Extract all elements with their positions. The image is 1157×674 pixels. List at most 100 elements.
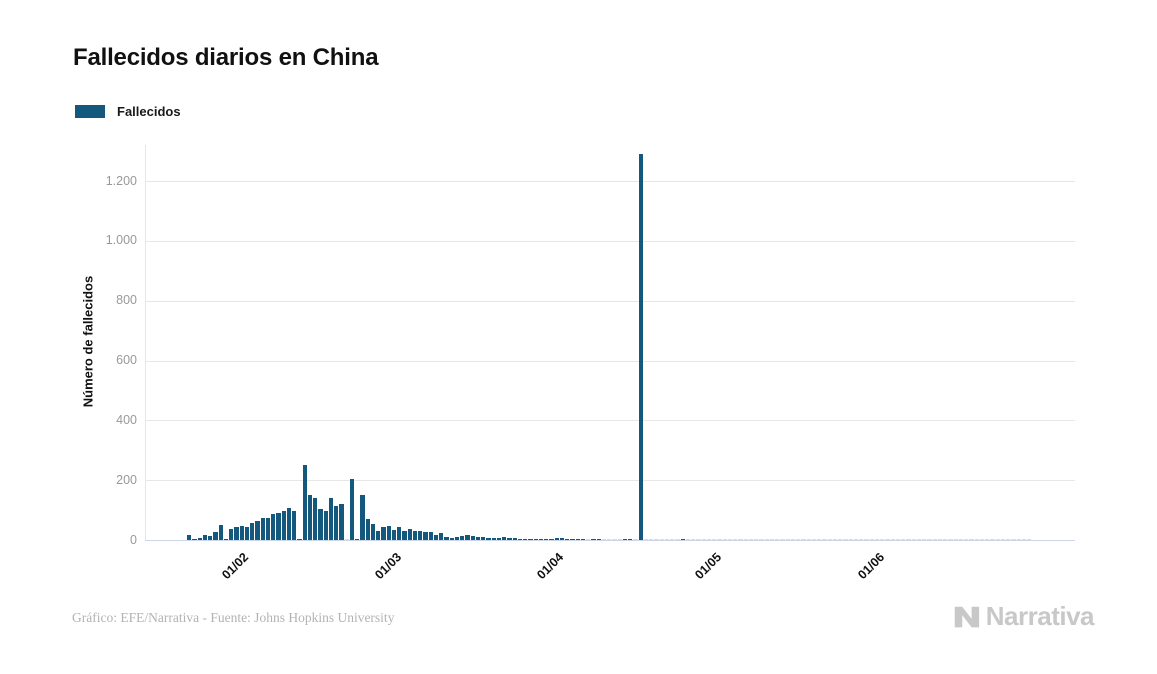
- zero-bar[interactable]: [1006, 538, 1011, 540]
- zero-bar[interactable]: [958, 538, 964, 540]
- zero-bar[interactable]: [911, 538, 916, 540]
- bar[interactable]: [386, 525, 391, 540]
- bar[interactable]: [213, 532, 218, 540]
- zero-bar[interactable]: [990, 538, 995, 540]
- zero-bar[interactable]: [817, 538, 822, 540]
- bar[interactable]: [192, 539, 197, 540]
- zero-bar[interactable]: [827, 538, 832, 540]
- bar[interactable]: [250, 522, 255, 540]
- zero-bar[interactable]: [922, 538, 927, 540]
- zero-bar[interactable]: [995, 538, 1000, 540]
- zero-bar[interactable]: [754, 538, 759, 540]
- bar[interactable]: [491, 537, 496, 540]
- zero-bar[interactable]: [607, 538, 612, 540]
- zero-bar[interactable]: [1016, 538, 1021, 540]
- zero-bar[interactable]: [717, 538, 722, 540]
- zero-bar[interactable]: [649, 538, 654, 540]
- zero-bar[interactable]: [344, 538, 349, 540]
- zero-bar[interactable]: [617, 538, 622, 540]
- zero-bar[interactable]: [764, 538, 769, 540]
- zero-bar[interactable]: [601, 538, 607, 540]
- bar[interactable]: [349, 478, 355, 540]
- bar[interactable]: [265, 518, 271, 540]
- bar[interactable]: [208, 535, 213, 540]
- zero-bar[interactable]: [790, 538, 796, 540]
- zero-bar[interactable]: [927, 538, 932, 540]
- zero-bar[interactable]: [890, 538, 895, 540]
- bar[interactable]: [402, 530, 407, 540]
- bar[interactable]: [297, 538, 302, 540]
- bar[interactable]: [628, 539, 633, 540]
- zero-bar[interactable]: [832, 538, 838, 540]
- bar[interactable]: [423, 531, 428, 540]
- zero-bar[interactable]: [780, 538, 785, 540]
- zero-bar[interactable]: [822, 538, 827, 540]
- bar[interactable]: [638, 154, 643, 540]
- bar[interactable]: [496, 538, 502, 540]
- zero-bar[interactable]: [869, 538, 874, 540]
- zero-bar[interactable]: [727, 538, 733, 540]
- zero-bar[interactable]: [586, 538, 591, 540]
- bar[interactable]: [412, 530, 418, 540]
- bar[interactable]: [302, 464, 307, 540]
- zero-bar[interactable]: [691, 538, 696, 540]
- zero-bar[interactable]: [785, 538, 790, 540]
- zero-bar[interactable]: [664, 538, 670, 540]
- bar[interactable]: [512, 537, 517, 540]
- zero-bar[interactable]: [759, 538, 764, 540]
- zero-bar[interactable]: [712, 538, 717, 540]
- bar[interactable]: [276, 513, 281, 540]
- bar[interactable]: [470, 535, 475, 540]
- zero-bar[interactable]: [1027, 538, 1032, 540]
- bar[interactable]: [460, 536, 465, 540]
- zero-bar[interactable]: [848, 538, 853, 540]
- zero-bar[interactable]: [880, 538, 885, 540]
- zero-bar[interactable]: [722, 538, 727, 540]
- bar[interactable]: [502, 537, 507, 540]
- bar[interactable]: [449, 537, 454, 540]
- zero-bar[interactable]: [696, 538, 701, 540]
- zero-bar[interactable]: [901, 538, 906, 540]
- zero-bar[interactable]: [743, 538, 748, 540]
- zero-bar[interactable]: [738, 538, 743, 540]
- bar[interactable]: [559, 538, 565, 540]
- zero-bar[interactable]: [895, 538, 901, 540]
- zero-bar[interactable]: [979, 538, 985, 540]
- bar[interactable]: [538, 538, 544, 540]
- bar[interactable]: [528, 538, 533, 540]
- zero-bar[interactable]: [916, 538, 922, 540]
- zero-bar[interactable]: [612, 538, 617, 540]
- bar[interactable]: [376, 531, 381, 540]
- bar[interactable]: [307, 494, 313, 540]
- bar[interactable]: [255, 520, 260, 540]
- zero-bar[interactable]: [748, 538, 754, 540]
- bar[interactable]: [370, 524, 376, 540]
- bar[interactable]: [318, 509, 323, 540]
- legend[interactable]: Fallecidos: [75, 104, 181, 119]
- bar[interactable]: [234, 527, 239, 540]
- zero-bar[interactable]: [670, 538, 675, 540]
- zero-bar[interactable]: [811, 538, 817, 540]
- bar[interactable]: [680, 539, 685, 540]
- bar[interactable]: [381, 526, 386, 540]
- zero-bar[interactable]: [1000, 538, 1006, 540]
- bar[interactable]: [260, 518, 265, 540]
- bar[interactable]: [223, 539, 229, 540]
- zero-bar[interactable]: [706, 538, 712, 540]
- bar[interactable]: [486, 537, 491, 540]
- bar[interactable]: [454, 536, 460, 540]
- zero-bar[interactable]: [654, 538, 659, 540]
- bar[interactable]: [428, 531, 433, 540]
- zero-bar[interactable]: [685, 538, 691, 540]
- zero-bar[interactable]: [806, 538, 811, 540]
- bar[interactable]: [481, 536, 486, 540]
- bar[interactable]: [202, 535, 208, 540]
- bar[interactable]: [286, 507, 292, 540]
- bar[interactable]: [197, 537, 202, 540]
- bar[interactable]: [229, 528, 234, 540]
- bar[interactable]: [334, 506, 339, 540]
- bar[interactable]: [355, 539, 360, 540]
- zero-bar[interactable]: [701, 538, 706, 540]
- zero-bar[interactable]: [775, 538, 780, 540]
- bar[interactable]: [281, 510, 286, 540]
